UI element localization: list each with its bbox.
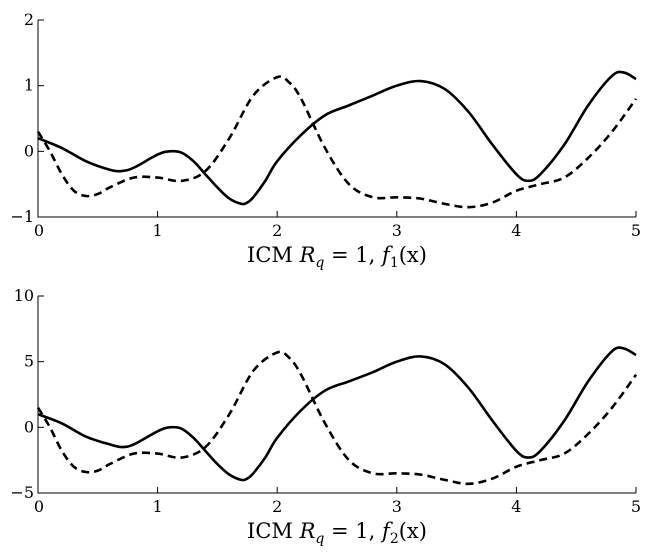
x-tick-label: 2 xyxy=(272,221,282,240)
series-line-dashed xyxy=(36,350,638,486)
x-tick-label: 1 xyxy=(153,497,163,516)
y-tick-label: 1 xyxy=(24,76,34,95)
series-line-solid xyxy=(37,346,637,482)
x-tick-label: 0 xyxy=(34,497,44,516)
x-axis-label: ICM Rq = 1, f1(x) xyxy=(247,243,427,271)
x-axis-label: ICM Rq = 1, f2(x) xyxy=(247,519,427,547)
series-line-dashed xyxy=(36,75,638,209)
y-tick-label: 0 xyxy=(24,417,34,436)
y-tick-label: 10 xyxy=(14,286,34,305)
series-line-solid xyxy=(37,70,637,206)
x-tick-label: 5 xyxy=(631,497,641,516)
y-tick-label: 5 xyxy=(24,352,34,371)
axes-frame xyxy=(37,296,636,494)
x-tick-label: 3 xyxy=(392,221,402,240)
x-tick-label: 2 xyxy=(272,497,282,516)
x-tick-label: 1 xyxy=(153,221,163,240)
x-tick-label: 0 xyxy=(34,221,44,240)
y-tick-label: 0 xyxy=(24,141,34,160)
x-tick-label: 5 xyxy=(631,221,641,240)
y-tick-label: −1 xyxy=(10,207,34,226)
y-tick-label: −5 xyxy=(10,483,34,502)
y-tick-label: 2 xyxy=(24,10,34,29)
x-tick-label: 4 xyxy=(511,221,521,240)
x-tick-label: 3 xyxy=(392,497,402,516)
axes-frame xyxy=(37,20,636,218)
x-tick-label: 4 xyxy=(511,497,521,516)
